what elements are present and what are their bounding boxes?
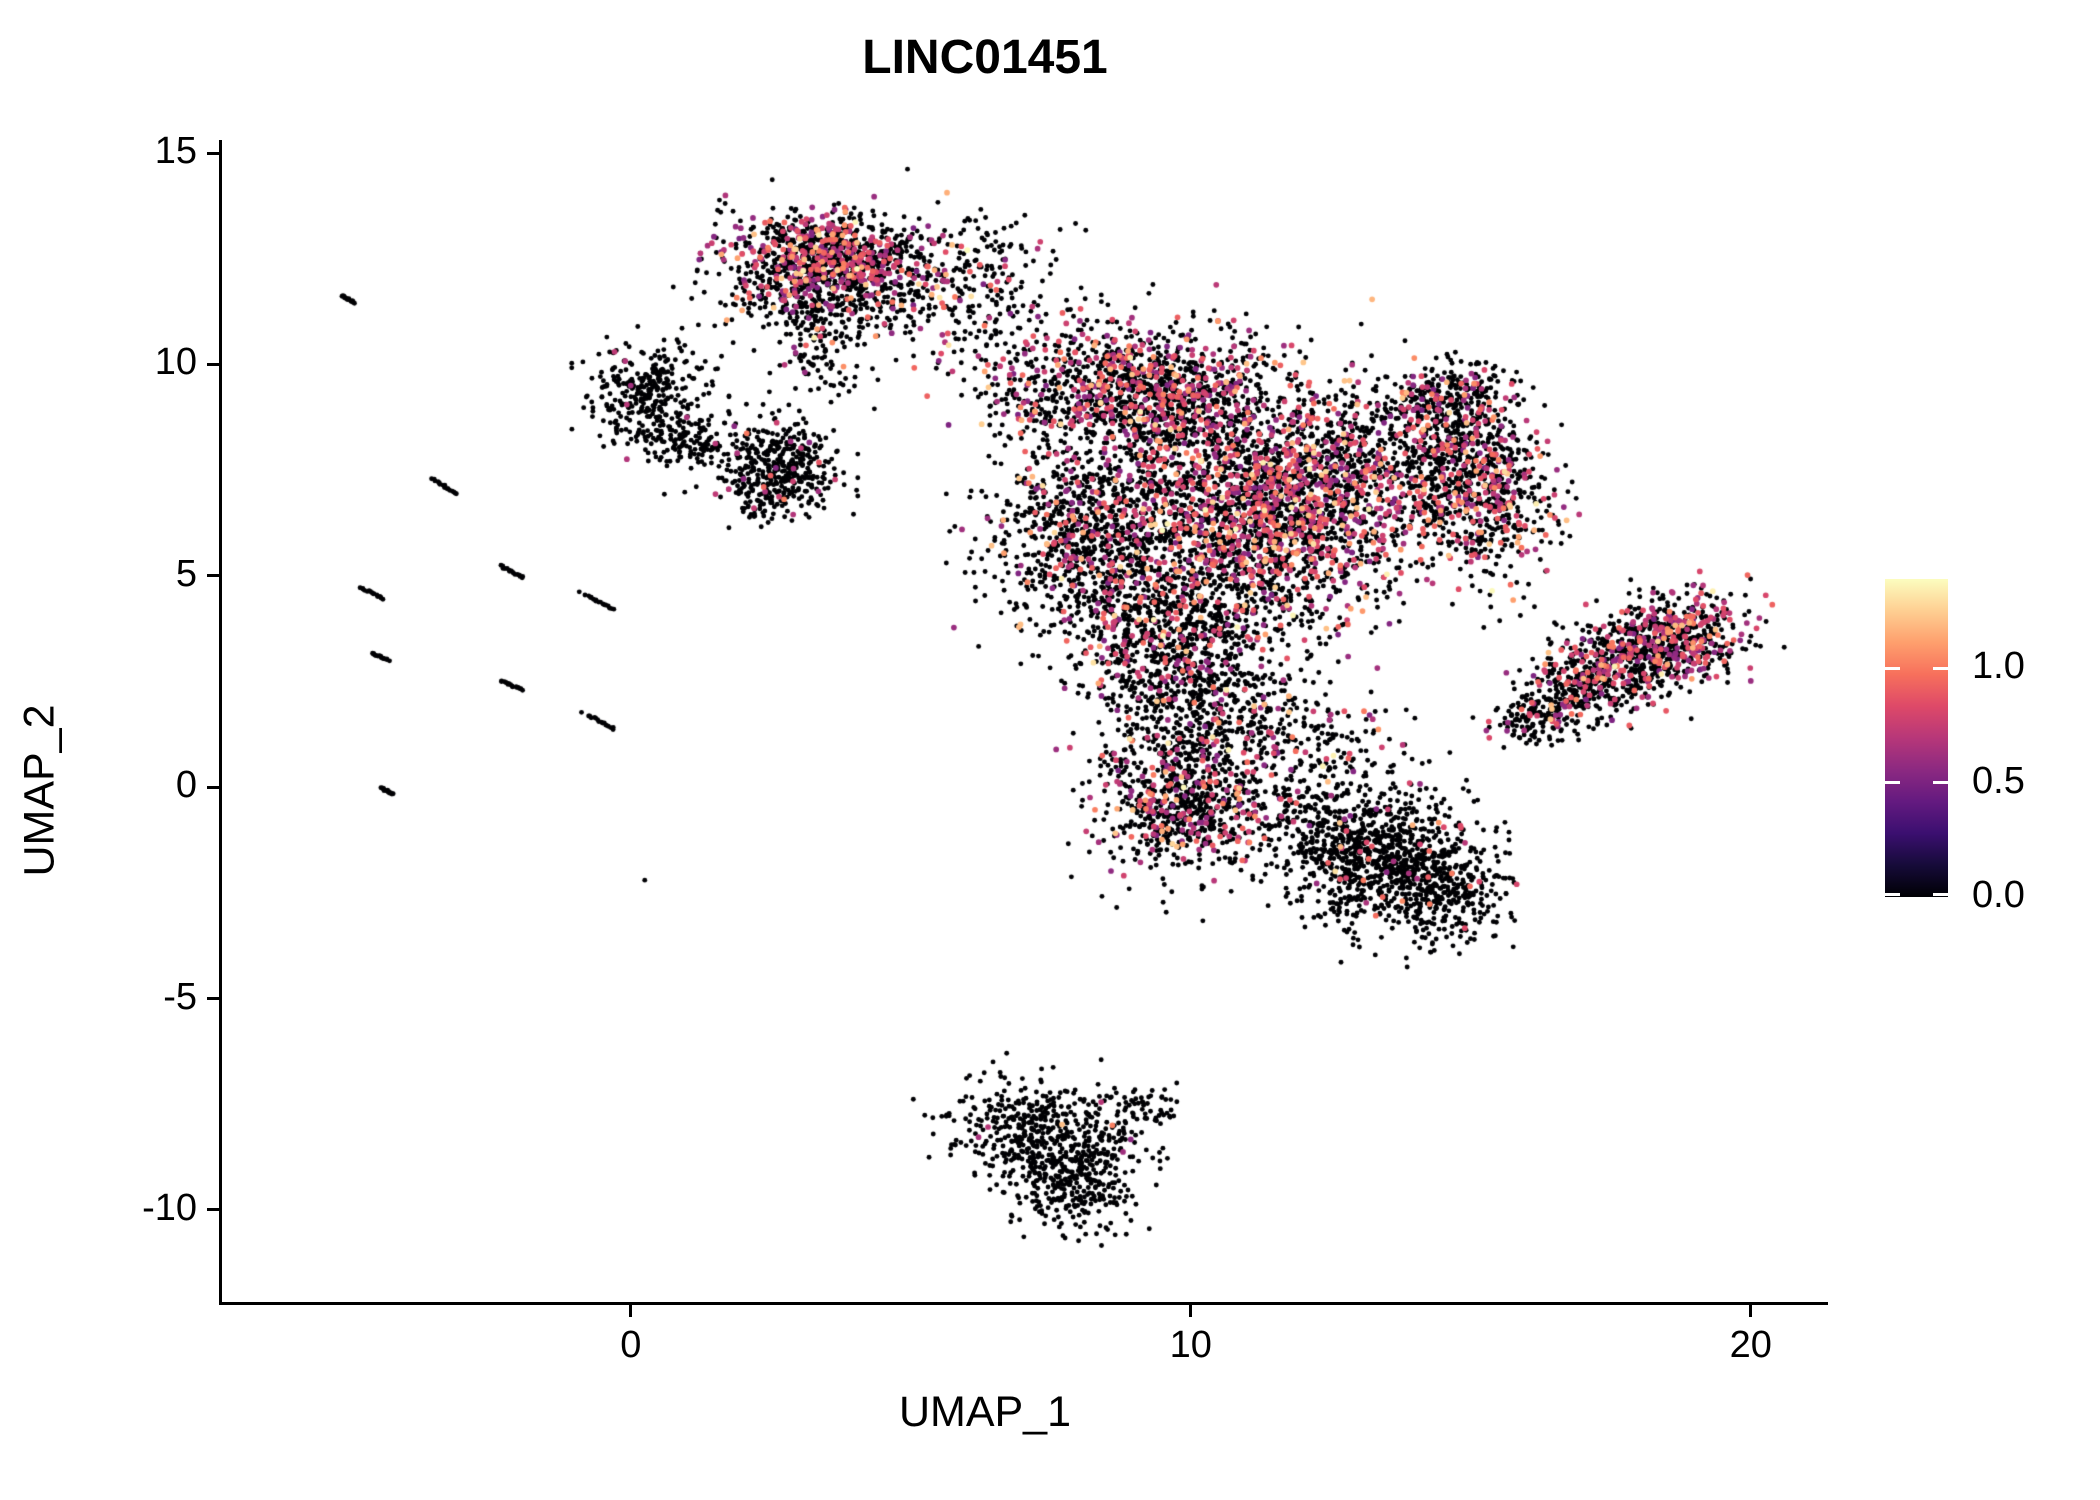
x-tick-label: 10 [1169,1324,1212,1366]
x-axis-line [219,1302,1828,1305]
plot-title: LINC01451 [862,31,1108,84]
y-tick-label: -5 [163,975,197,1018]
y-tick-mark [207,1208,219,1212]
x-tick-label: 20 [1729,1324,1772,1366]
y-tick-mark [207,362,219,366]
colorbar-tick-label: 1.0 [1972,645,2025,688]
colorbar-tick-label: 0.5 [1972,759,2025,802]
y-axis-label: UMAP_2 [15,704,64,877]
y-tick-mark [207,785,219,789]
y-tick-label: -10 [142,1186,197,1229]
y-tick-mark [207,574,219,578]
x-tick-mark [1189,1305,1193,1317]
x-axis-label: UMAP_1 [898,1388,1072,1436]
colorbar-tick-mark [1933,781,1948,785]
y-tick-mark [207,997,219,1000]
colorbar-tick-mark [1933,666,1948,670]
x-tick-mark [1749,1305,1753,1317]
y-tick-label: 5 [175,552,197,595]
colorbar-tick-mark [1933,892,1948,896]
y-tick-mark [207,151,219,155]
colorbar-tick-label: 0.0 [1972,874,2025,916]
colorbar-tick-mark [1885,666,1900,670]
colorbar-gradient [1885,579,1948,897]
x-tick-mark [629,1305,633,1317]
y-tick-label: 10 [154,341,197,384]
colorbar-tick-mark [1885,892,1900,896]
x-tick-label: 0 [620,1324,642,1366]
y-tick-label: 15 [154,130,197,173]
y-axis-line [219,140,222,1305]
colorbar-tick-mark [1885,781,1900,785]
y-tick-label: 0 [175,764,197,807]
